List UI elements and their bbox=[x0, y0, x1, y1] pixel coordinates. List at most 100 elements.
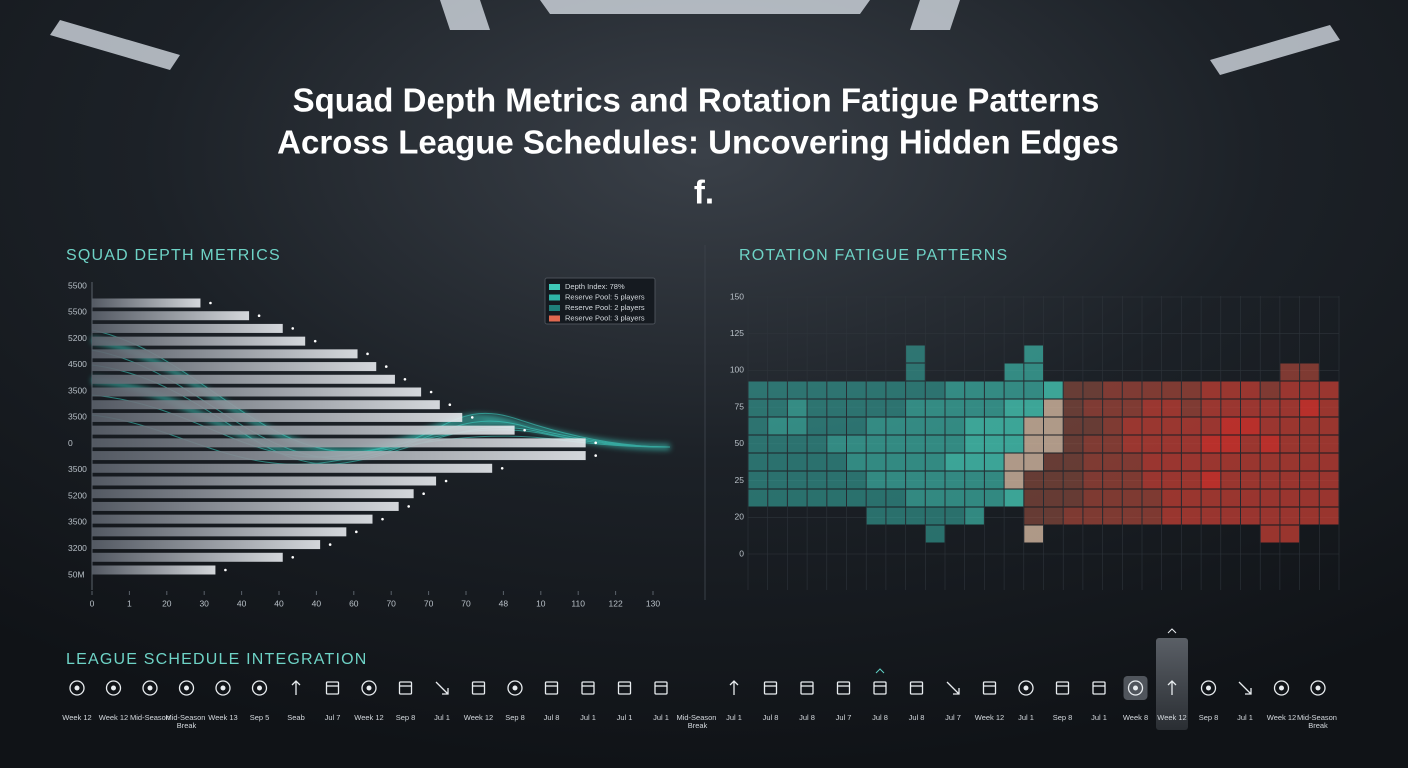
schedule-label: Week 12 bbox=[62, 713, 91, 722]
heat-cell bbox=[1083, 453, 1103, 471]
heat-cell bbox=[1044, 399, 1063, 417]
ball-icon-core bbox=[1023, 685, 1029, 691]
schedule-item[interactable]: Jul 1 bbox=[580, 681, 596, 722]
schedule-item[interactable]: Jul 1 bbox=[1091, 681, 1107, 722]
heat-cell bbox=[847, 453, 866, 471]
schedule-item[interactable]: Week 13 bbox=[208, 680, 238, 722]
schedule-item[interactable]: Sep 8 bbox=[1199, 680, 1219, 722]
heat-cell bbox=[1122, 453, 1142, 471]
schedule-item[interactable]: Seab bbox=[287, 680, 305, 722]
schedule-item[interactable]: Week 12 bbox=[464, 681, 493, 722]
bar-tip bbox=[448, 403, 452, 407]
heat-cell bbox=[1201, 453, 1221, 471]
schedule-item[interactable]: Week 12 bbox=[62, 680, 92, 722]
heat-cell bbox=[945, 417, 965, 435]
schedule-label: Seab bbox=[287, 713, 305, 722]
heat-cell bbox=[827, 381, 846, 399]
heat-cell bbox=[1280, 525, 1300, 543]
heat-cell bbox=[1201, 489, 1221, 507]
heat-cell bbox=[1024, 381, 1043, 399]
heat-cell bbox=[1083, 381, 1103, 399]
schedule-item[interactable]: Jul 8 bbox=[872, 668, 888, 722]
schedule-item[interactable]: Jul 7 bbox=[836, 681, 852, 722]
schedule-item[interactable]: Sep 8 bbox=[396, 681, 416, 722]
heat-cell bbox=[1024, 489, 1043, 507]
heat-cell bbox=[925, 525, 945, 543]
schedule-item[interactable]: Mid-Season bbox=[130, 680, 170, 722]
schedule-item[interactable]: Sep 8 bbox=[505, 680, 525, 722]
schedule-item[interactable]: Jul 8 bbox=[799, 681, 815, 722]
heat-cell bbox=[1142, 507, 1162, 525]
heat-cell bbox=[1063, 381, 1083, 399]
schedule-item[interactable]: Jul 1 bbox=[617, 681, 633, 722]
calendar-icon bbox=[873, 681, 887, 695]
heat-cell bbox=[866, 471, 886, 489]
heat-cell bbox=[1181, 417, 1201, 435]
schedule-item[interactable]: Week 12 bbox=[354, 680, 384, 722]
schedule-item[interactable]: Jul 1 bbox=[434, 681, 450, 722]
y-label: 0 bbox=[739, 548, 744, 558]
heat-cell bbox=[1319, 417, 1339, 435]
schedule-item[interactable]: Week 12 bbox=[1267, 680, 1296, 722]
ball-icon bbox=[1273, 680, 1290, 696]
schedule-item[interactable]: Jul 7 bbox=[945, 681, 961, 722]
caret bbox=[875, 668, 885, 674]
heat-cell bbox=[1201, 381, 1221, 399]
heat-cell bbox=[1024, 471, 1043, 489]
heat-cell bbox=[768, 417, 787, 435]
heat-cell bbox=[847, 435, 866, 453]
heat-cell bbox=[1181, 453, 1201, 471]
heat-cell bbox=[1300, 489, 1319, 507]
schedule-label: Week 12 bbox=[975, 713, 1004, 722]
heat-cell bbox=[1044, 435, 1063, 453]
schedule-item[interactable]: Week 12 bbox=[1156, 628, 1188, 730]
schedule-item[interactable]: Jul 8 bbox=[544, 681, 560, 722]
heat-cell bbox=[906, 345, 925, 363]
legend-swatch bbox=[549, 305, 560, 311]
heat-cell bbox=[1063, 399, 1083, 417]
bar-tip bbox=[209, 301, 212, 305]
heat-cell bbox=[1181, 489, 1201, 507]
bar bbox=[92, 311, 250, 321]
schedule-item[interactable]: Week 12 bbox=[975, 681, 1004, 722]
title-line: Squad Depth Metrics and Rotation Fatigue… bbox=[293, 82, 1100, 119]
heat-cell bbox=[768, 435, 787, 453]
heat-cell bbox=[787, 435, 807, 453]
schedule-item[interactable]: Jul 1 bbox=[1018, 680, 1034, 722]
schedule-item[interactable]: Jul 8 bbox=[909, 681, 925, 722]
heat-cell bbox=[1024, 435, 1043, 453]
heat-cell bbox=[925, 489, 945, 507]
schedule-item[interactable]: Jul 7 bbox=[325, 681, 341, 722]
y-label: 3500 bbox=[68, 412, 87, 422]
schedule-item[interactable]: Week 8 bbox=[1123, 676, 1148, 722]
ball-icon bbox=[142, 680, 158, 696]
ball-icon-core bbox=[111, 685, 116, 691]
heat-cell bbox=[787, 471, 807, 489]
bar bbox=[92, 323, 283, 333]
schedule-item[interactable]: Mid-Season Break bbox=[165, 680, 208, 730]
schedule-item[interactable]: Jul 8 bbox=[763, 681, 779, 722]
heat-cell bbox=[1300, 435, 1319, 453]
schedule-item[interactable]: Week 12 bbox=[99, 680, 128, 722]
schedule-item[interactable]: Sep 5 bbox=[250, 680, 270, 722]
heat-cell bbox=[1122, 417, 1142, 435]
bar bbox=[92, 476, 437, 486]
heat-cell bbox=[886, 381, 906, 399]
schedule-item[interactable]: Jul 1 bbox=[1237, 681, 1253, 722]
heat-cell bbox=[1241, 453, 1260, 471]
heat-cell bbox=[965, 507, 984, 525]
schedule-item[interactable]: Sep 8 bbox=[1053, 681, 1073, 722]
schedule-item[interactable]: Mid-Season Break bbox=[1297, 680, 1339, 730]
heat-cell bbox=[1103, 381, 1122, 399]
heat-cell bbox=[1221, 489, 1240, 507]
schedule-item[interactable]: Jul 1 bbox=[726, 680, 742, 722]
schedule-item[interactable]: Mid-Season Break bbox=[676, 713, 718, 730]
bar bbox=[92, 349, 358, 359]
ball-icon-core bbox=[220, 685, 226, 691]
calendar-icon bbox=[836, 681, 851, 695]
schedule-item[interactable]: Jul 1 bbox=[653, 681, 669, 722]
bar bbox=[92, 412, 463, 422]
x-tick-label: 30 bbox=[199, 598, 209, 608]
heat-cell bbox=[1162, 399, 1181, 417]
x-tick-label: 0 bbox=[90, 598, 95, 608]
